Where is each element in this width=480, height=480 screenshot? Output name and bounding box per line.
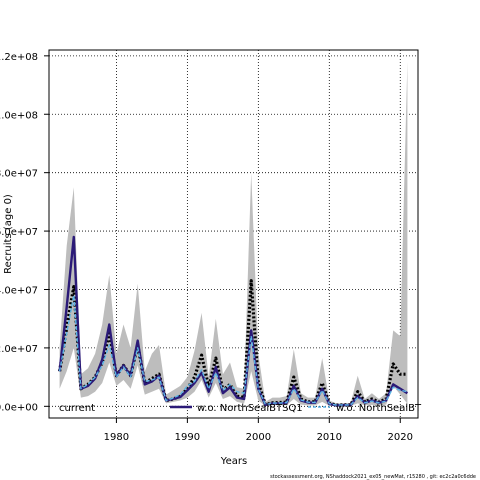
y-tick-label: 4.0e+07 [0,285,38,296]
series-line-north-seal-btsq1 [58,235,409,407]
legend: current w.o. NorthSealBTSQ1 w.o. NorthSe… [59,403,422,414]
legend-label-north-seal-btsq1: w.o. NorthSealBTSQ1 [197,403,303,414]
y-tick-label: 8.0e+07 [0,169,38,180]
series-line-north-seal-bt [58,294,408,406]
x-tick-label: 1990 [175,432,200,443]
legend-label-current: current [59,403,95,414]
y-tick-label: 1.2e+08 [0,52,38,63]
x-tick-label: 2010 [317,432,342,443]
confidence-band-layer [59,61,408,406]
legend-label-north-seal-bt: w.o. NorthSealBT [336,403,422,414]
x-axis: 1980 1990 2000 2010 2020 [104,418,413,443]
x-tick-label: 1980 [104,432,129,443]
x-tick-label: 2000 [246,432,271,443]
confidence-band [59,61,408,406]
y-tick-label: 6.0e+07 [0,227,38,238]
y-tick-label: 0.0e+00 [0,402,38,413]
y-axis-title: Recruits (age 0) [3,194,14,274]
footnote: stockassessment.org, NShaddock2021_ex05_… [270,474,476,480]
x-tick-label: 2020 [388,432,413,443]
x-axis-title: Years [220,456,247,467]
series-lines-layer [58,235,409,407]
plot-frame [48,49,419,419]
y-tick-label: 2.0e+07 [0,344,38,355]
y-axis: 0.0e+00 2.0e+07 4.0e+07 6.0e+07 8.0e+07 1.0e+… [0,52,49,413]
y-tick-label: 1.0e+08 [0,110,38,121]
